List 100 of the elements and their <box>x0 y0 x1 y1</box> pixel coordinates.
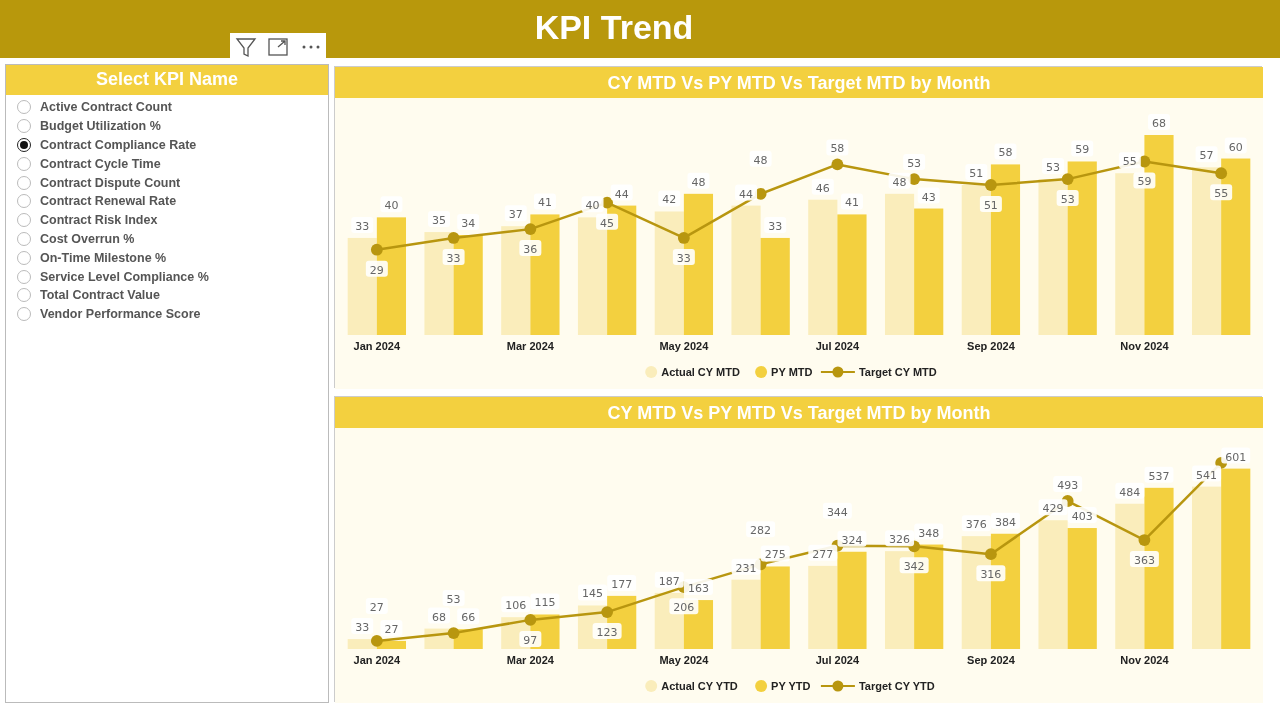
data-label: 384 <box>994 515 1016 529</box>
data-label: 59 <box>1137 175 1152 189</box>
data-label: 187 <box>658 574 680 588</box>
text: Contract Risk Index <box>40 213 158 228</box>
data-label: 68 <box>1151 117 1166 130</box>
data-label: 275 <box>764 548 786 562</box>
data-label: 36 <box>523 243 538 257</box>
data-label: 53 <box>1046 161 1061 175</box>
data-label: 48 <box>691 175 706 189</box>
data-label: 68 <box>432 610 447 624</box>
data-label: 537 <box>1148 469 1170 483</box>
x-tick-label: Jul 2024 <box>815 339 860 352</box>
data-label: 115 <box>534 596 556 610</box>
data-label: 206 <box>673 601 695 615</box>
data-label: 48 <box>892 175 907 189</box>
text: Budget Utilization % <box>40 119 161 134</box>
data-label: 53 <box>446 593 461 607</box>
x-tick-label: Jan 2024 <box>353 653 401 666</box>
legend-label: PY YTD <box>771 680 811 692</box>
x-tick-label: Nov 2024 <box>1120 653 1170 666</box>
data-label: 44 <box>614 187 629 201</box>
x-tick-label: Nov 2024 <box>1120 339 1170 352</box>
data-label: 33 <box>355 219 370 233</box>
data-label: 41 <box>537 196 552 210</box>
data-label: 106 <box>505 599 527 613</box>
text: On-Time Milestone % <box>40 250 167 265</box>
legend-label: Actual CY YTD <box>661 680 738 692</box>
x-tick-label: Mar 2024 <box>506 653 555 666</box>
data-label: 40 <box>585 199 600 213</box>
x-tick-label: Jan 2024 <box>353 339 401 352</box>
data-label: 48 <box>753 153 768 167</box>
data-label: 429 <box>1042 502 1064 516</box>
data-label: 33 <box>446 251 461 265</box>
data-label: 37 <box>508 208 523 222</box>
text: Active Contract Count <box>40 100 172 115</box>
data-label: 344 <box>826 505 848 519</box>
data-label: 484 <box>1119 485 1141 499</box>
data-label: 41 <box>844 196 859 210</box>
data-label: 35 <box>432 214 447 228</box>
text: Vendor Performance Score <box>40 307 201 322</box>
data-label: 403 <box>1071 510 1093 524</box>
data-label: 53 <box>907 157 922 171</box>
chart-title: CY MTD Vs PY MTD Vs Target MTD by Month <box>607 73 991 93</box>
data-label: 363 <box>1133 554 1155 568</box>
legend-label: Actual CY MTD <box>661 366 740 378</box>
x-tick-label: Sep 2024 <box>967 339 1016 352</box>
data-label: 55 <box>1214 187 1229 201</box>
data-label: 277 <box>812 547 834 561</box>
legend-label: PY MTD <box>771 366 813 378</box>
data-label: 601 <box>1225 450 1247 464</box>
data-label: 316 <box>980 568 1002 582</box>
data-label: 27 <box>384 622 399 636</box>
text: Contract Dispute Count <box>40 175 181 190</box>
data-label: 43 <box>921 190 936 204</box>
data-label: 282 <box>750 524 772 538</box>
x-tick-label: May 2024 <box>659 339 710 352</box>
data-label: 231 <box>735 561 757 575</box>
data-label: 541 <box>1196 468 1218 482</box>
data-label: 326 <box>889 533 911 547</box>
data-label: 66 <box>461 611 476 625</box>
data-label: 33 <box>355 621 370 635</box>
data-label: 45 <box>600 216 615 230</box>
data-label: 55 <box>1122 155 1137 169</box>
data-label: 59 <box>1075 143 1090 157</box>
data-label: 342 <box>903 560 925 574</box>
legend-label: Target CY MTD <box>858 366 937 378</box>
data-label: 163 <box>687 582 709 596</box>
data-label: 40 <box>384 199 399 213</box>
data-label: 58 <box>830 142 845 156</box>
data-label: 51 <box>969 167 984 180</box>
chart-title: CY MTD Vs PY MTD Vs Target MTD by Month <box>607 403 991 423</box>
data-label: 58 <box>998 146 1013 160</box>
data-label: 145 <box>582 587 604 601</box>
x-tick-label: Jul 2024 <box>815 653 860 666</box>
legend-label: Target CY YTD <box>858 680 935 692</box>
text: Contract Cycle Time <box>40 156 161 171</box>
x-tick-label: Sep 2024 <box>967 653 1016 666</box>
data-label: 33 <box>768 219 783 233</box>
text: Service Level Compliance % <box>40 269 209 284</box>
data-label: 51 <box>983 199 998 212</box>
data-label: 57 <box>1199 149 1214 163</box>
data-label: 493 <box>1057 479 1079 493</box>
data-label: 33 <box>676 251 691 265</box>
data-label: 27 <box>369 600 384 614</box>
data-label: 42 <box>662 193 677 207</box>
data-label: 123 <box>596 626 618 640</box>
text: Contract Renewal Rate <box>40 194 177 209</box>
text: KPI Trend <box>533 8 695 47</box>
data-label: 376 <box>965 518 987 532</box>
text: Cost Overrun % <box>40 231 135 246</box>
data-label: 348 <box>918 526 940 540</box>
text: Contract Compliance Rate <box>40 137 197 152</box>
data-label: 46 <box>815 181 830 195</box>
x-tick-label: May 2024 <box>659 653 710 666</box>
data-label: 29 <box>369 263 384 277</box>
data-label: 324 <box>841 533 863 547</box>
data-label: 97 <box>523 633 538 647</box>
data-label: 34 <box>461 217 476 230</box>
data-label: 44 <box>739 187 754 201</box>
data-label: 53 <box>1060 193 1075 207</box>
